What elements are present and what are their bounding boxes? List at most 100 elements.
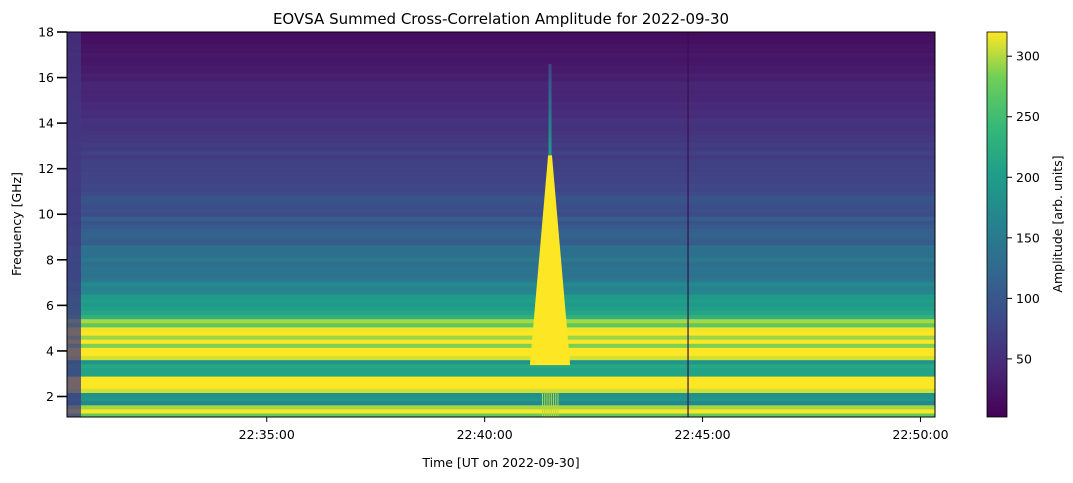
burst-emission bbox=[543, 211, 557, 215]
spectrogram-row bbox=[67, 252, 935, 258]
spectrogram-row bbox=[67, 257, 935, 262]
spectrogram-row bbox=[67, 224, 935, 229]
burst-emission bbox=[543, 205, 557, 208]
spectrogram-row bbox=[67, 339, 935, 344]
spectrogram-row bbox=[67, 261, 935, 266]
spectrogram-row bbox=[67, 117, 935, 123]
spectrogram-row bbox=[67, 150, 935, 156]
spectrogram-row bbox=[67, 101, 935, 106]
spectrogram-row bbox=[67, 343, 935, 348]
burst-emission bbox=[542, 218, 558, 222]
burst-emission bbox=[546, 175, 554, 179]
spectrogram-row bbox=[67, 76, 935, 82]
burst-emission bbox=[530, 355, 570, 359]
spectrogram-row bbox=[67, 302, 935, 307]
burst-emission bbox=[536, 282, 564, 286]
burst-emission bbox=[534, 314, 566, 318]
burst-emission bbox=[533, 328, 568, 331]
spectrogram-row bbox=[67, 60, 935, 65]
chart-title: EOVSA Summed Cross-Correlation Amplitude… bbox=[273, 10, 729, 28]
burst-emission bbox=[536, 287, 564, 290]
burst-emission bbox=[534, 309, 566, 313]
colorbar-tick-label: 300 bbox=[1016, 49, 1040, 64]
burst-emission bbox=[548, 129, 552, 133]
x-axis: 22:35:00 22:40:00 22:45:00 22:50:00 bbox=[239, 417, 949, 442]
burst-emission bbox=[540, 237, 560, 240]
spectrogram-row bbox=[67, 318, 935, 324]
burst-emission bbox=[548, 136, 552, 140]
burst-emission bbox=[539, 250, 561, 254]
burst-emission bbox=[532, 334, 568, 338]
burst-emission bbox=[548, 116, 552, 120]
burst-emission bbox=[539, 257, 561, 261]
spectrogram-row bbox=[67, 125, 935, 131]
spectrogram-row bbox=[67, 154, 935, 160]
spectrogram-row bbox=[67, 388, 935, 393]
burst-emission bbox=[548, 148, 552, 151]
burst-emission bbox=[539, 252, 561, 256]
burst-emission bbox=[548, 98, 552, 101]
spectrogram-row bbox=[67, 199, 935, 205]
burst-emission bbox=[535, 298, 565, 302]
burst-emission bbox=[548, 104, 552, 108]
spectrogram-row bbox=[67, 355, 935, 361]
y-axis: 2 4 6 8 10 12 14 16 18 bbox=[38, 25, 67, 404]
y-tick-label: 18 bbox=[38, 25, 54, 40]
burst-emission bbox=[548, 150, 552, 154]
y-tick-label: 6 bbox=[46, 298, 54, 313]
spectrogram-row bbox=[67, 113, 935, 119]
spectrogram-row bbox=[67, 400, 935, 406]
spectrogram-row bbox=[67, 162, 935, 168]
spectrogram-row bbox=[67, 380, 935, 385]
spectrogram-row bbox=[67, 170, 935, 176]
burst-emission bbox=[544, 200, 556, 204]
spectrogram-row bbox=[67, 175, 935, 180]
spectrogram-row bbox=[67, 281, 935, 287]
spectrogram-row bbox=[67, 47, 935, 53]
spectrogram-row bbox=[67, 68, 935, 74]
y-tick-label: 12 bbox=[38, 161, 54, 176]
burst-emission bbox=[548, 102, 552, 106]
burst-emission bbox=[548, 63, 552, 67]
colorbar-tick-label: 50 bbox=[1016, 351, 1032, 366]
spectrogram-row bbox=[67, 289, 935, 295]
spectrogram-row bbox=[67, 371, 935, 377]
y-tick-label: 16 bbox=[38, 70, 54, 85]
burst-emission bbox=[545, 184, 555, 188]
burst-emission bbox=[536, 291, 564, 295]
spectrogram-row bbox=[67, 285, 935, 291]
burst-emission bbox=[546, 391, 548, 417]
burst-emission bbox=[544, 191, 556, 195]
spectrogram-row bbox=[67, 265, 935, 270]
burst-emission bbox=[544, 196, 556, 199]
burst-emission bbox=[557, 391, 559, 417]
burst-emission bbox=[542, 221, 558, 224]
burst-emission bbox=[548, 111, 552, 115]
spectrogram-row bbox=[67, 269, 935, 275]
burst-emission bbox=[548, 86, 552, 90]
spectrogram-row bbox=[67, 211, 935, 217]
burst-emission bbox=[537, 273, 563, 277]
burst-emission bbox=[548, 88, 552, 92]
colorbar-tick-label: 100 bbox=[1016, 291, 1040, 306]
spectrogram-row bbox=[67, 43, 935, 49]
spectrogram-row bbox=[67, 404, 935, 410]
burst-emission bbox=[548, 139, 552, 142]
spectrogram-row bbox=[67, 310, 935, 316]
burst-emission bbox=[548, 143, 552, 147]
spectrogram-row bbox=[67, 326, 935, 332]
burst-emission bbox=[538, 268, 562, 272]
burst-emission bbox=[536, 284, 564, 288]
burst-emission bbox=[532, 330, 568, 334]
burst-emission bbox=[538, 266, 562, 270]
burst-emission bbox=[534, 305, 566, 309]
spectrogram-row bbox=[67, 228, 935, 234]
spectrogram-row bbox=[67, 97, 935, 102]
burst-emission bbox=[548, 82, 552, 85]
burst-emission bbox=[546, 168, 554, 172]
burst-emission bbox=[546, 177, 555, 181]
spectrogram-row bbox=[67, 236, 935, 242]
burst-emission bbox=[547, 164, 553, 167]
spectrogram-row bbox=[67, 158, 935, 164]
